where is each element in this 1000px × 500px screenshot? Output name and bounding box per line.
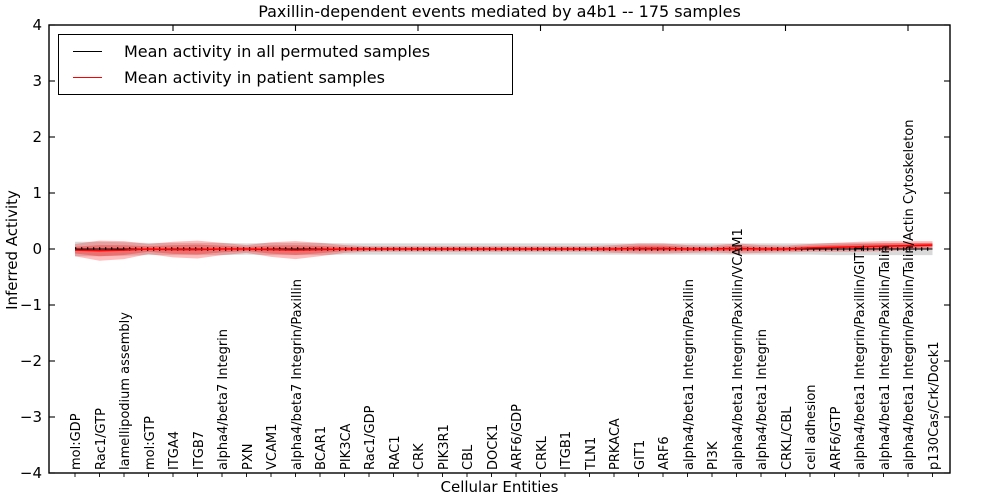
x-tick-label: BCAR1 [314,426,329,470]
legend: Mean activity in all permuted samples Me… [58,34,513,95]
x-tick-label: alpha4/beta1 Integrin/Paxillin/Talin/Act… [902,119,917,470]
x-tick-label: PI3K [706,441,721,470]
x-tick-label: VCAM1 [265,423,280,470]
x-tick-label: alpha4/beta1 Integrin [755,328,770,470]
x-tick-label: DOCK1 [485,423,501,470]
x-tick-label: ITGB1 [559,430,574,470]
x-tick-label: RAC1 [387,435,403,470]
x-tick-label: ARF6 [657,436,672,470]
x-tick-label: ITGA4 [167,430,182,470]
patient-mean-line [74,244,933,252]
x-tick-label: ARF6/GTP [828,406,844,470]
legend-label-permuted: Mean activity in all permuted samples [124,42,431,62]
x-tick-label: PRKACA [608,418,623,470]
y-tick-label: 1 [32,184,42,202]
x-tick-label: lamellipodium assembly [118,312,133,470]
x-tick-label: alpha4/beta1 Integrin/Paxillin/VCAM1 [730,228,746,470]
legend-label-patient: Mean activity in patient samples [124,67,385,87]
x-tick-label: CRK [412,443,427,470]
x-tick-label: CBL [461,444,476,470]
y-tick-label: −1 [19,296,42,314]
y-tick-label: −4 [19,464,42,482]
x-tick-label: PXN [240,443,256,470]
x-tick-label: alpha4/beta1 Integrin/Paxillin [681,278,697,470]
x-tick-label: alpha4/beta7 Integrin/Paxillin [289,278,305,470]
legend-item-patient: Mean activity in patient samples [59,68,512,87]
x-tick-label: CRKL/CBL [779,406,795,471]
x-tick-label: TLN1 [583,436,599,470]
y-tick-label: −2 [19,352,42,370]
legend-item-permuted: Mean activity in all permuted samples [59,42,512,61]
y-tick-label: 0 [32,240,42,258]
x-tick-label: GIT1 [632,439,648,470]
legend-line-black-icon [73,51,102,53]
x-tick-label: ITGB7 [191,430,207,470]
x-tick-label: CRKL [534,436,550,470]
x-tick-label: mol:GTP [142,416,158,470]
x-tick-label: mol:GDP [69,413,84,470]
x-tick-label: Rac1/GDP [363,405,378,470]
x-tick-label: Rac1/GTP [93,408,109,470]
y-tick-label: 3 [32,72,42,90]
patient-std-band [75,240,933,261]
x-tick-label: cell adhesion [804,384,819,470]
chart-title: Paxillin-dependent events mediated by a4… [258,2,741,21]
x-tick-label: PIK3CA [338,423,354,470]
x-tick-label: alpha4/beta1 Integrin/Paxillin/Talin [877,245,893,470]
x-tick-label: PIK3R1 [436,424,452,470]
x-tick-label: alpha4/beta1 Integrin/Paxillin/GIT1 [853,244,868,470]
legend-line-red-icon [73,76,102,78]
x-tick-label: p130Cas/Crk/Dock1 [926,341,942,470]
y-tick-label: 4 [32,16,42,34]
y-tick-label: 2 [32,128,42,146]
y-tick-label: −3 [19,408,42,426]
x-tick-label: ARF6/GDP [510,404,525,470]
x-tick-label: alpha4/beta7 Integrin [216,328,231,470]
x-axis-label: Cellular Entities [440,478,559,496]
